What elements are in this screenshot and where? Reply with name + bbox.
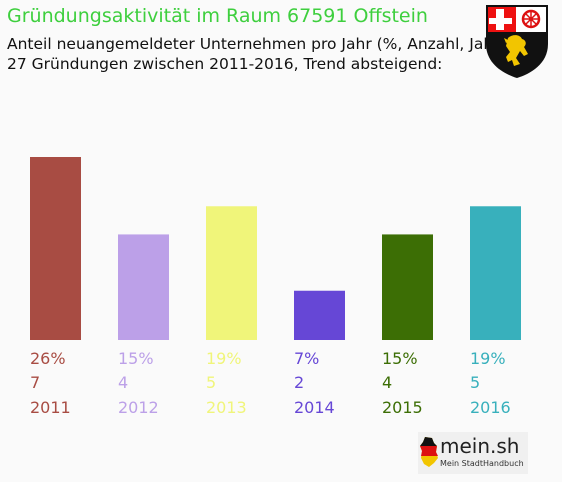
bar-2016 [470,206,521,340]
percent-label-2015: 15% [382,349,418,368]
percent-label-2014: 7% [294,349,319,368]
chart-subtitle: Anteil neuangemeldeter Unternehmen pro J… [7,35,506,53]
year-label-2015: 2015 [382,398,423,417]
bar-2011 [30,157,81,340]
bar-2012 [118,234,169,340]
count-label-2013: 5 [206,373,216,392]
logo-text: mein.sh [440,434,520,458]
percent-label-2012: 15% [118,349,154,368]
bar-chart: 26% 7 2011 15% 4 2012 19% 5 2013 7% 2 2014 15% 4 2015 1… [30,157,521,417]
count-label-2012: 4 [118,373,128,392]
chart-title: Gründungsaktivität im Raum 67591 Offstei… [7,5,428,27]
year-label-2013: 2013 [206,398,247,417]
year-label-2014: 2014 [294,398,335,417]
percent-label-2011: 26% [30,349,66,368]
bar-2014 [294,290,345,340]
count-label-2015: 4 [382,373,392,392]
bar-2013 [206,206,257,340]
year-label-2016: 2016 [470,398,511,417]
chart-summary: 27 Gründungen zwischen 2011-2016, Trend … [7,55,443,73]
year-label-2011: 2011 [30,398,71,417]
germany-map-icon [420,437,438,467]
mein-sh-logo: mein.sh Mein StadtHandbuch [418,432,528,474]
count-label-2014: 2 [294,373,304,392]
year-label-2012: 2012 [118,398,159,417]
percent-label-2013: 19% [206,349,242,368]
percent-label-2016: 19% [470,349,506,368]
rhineland-palatinate-coat-of-arms-icon [486,5,548,78]
bar-2015 [382,234,433,340]
count-label-2011: 7 [30,373,40,392]
count-label-2016: 5 [470,373,480,392]
logo-subtitle: Mein StadtHandbuch [440,459,524,468]
